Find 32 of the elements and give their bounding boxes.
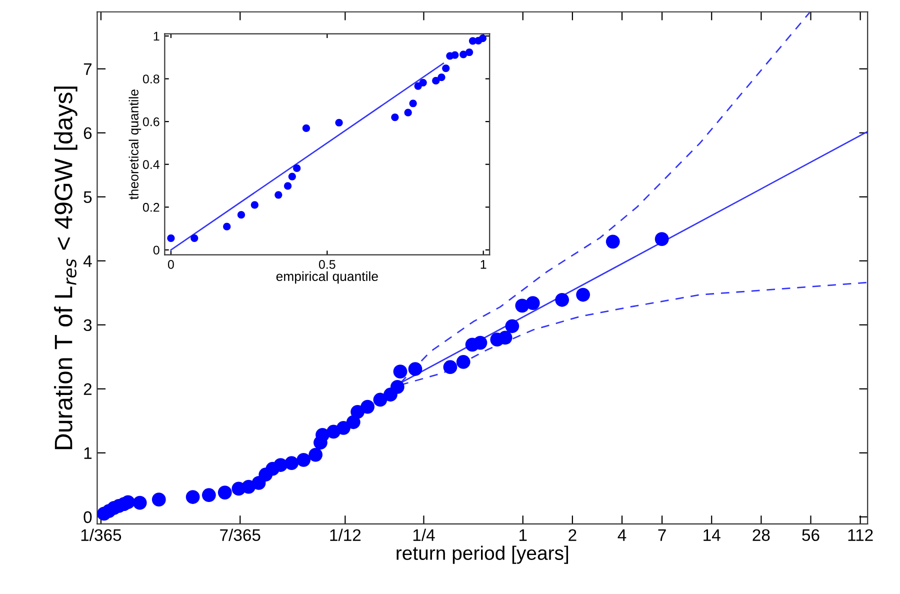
x-tick-label: 56 xyxy=(802,529,820,542)
x-tick-label: 112 xyxy=(848,529,873,541)
x-tick-label: 7/365 xyxy=(220,528,260,542)
y-tick-label: 6 xyxy=(84,127,92,140)
y-tick-label: 0.4 xyxy=(142,160,160,169)
x-tick-label: 1/365 xyxy=(81,528,122,542)
x-tick-label: 1/12 xyxy=(330,528,361,542)
x-tick-label: 0.5 xyxy=(318,260,336,269)
x-tick-label: 14 xyxy=(704,529,720,541)
y-tick-label: 0.6 xyxy=(142,117,160,126)
y-tick-label: 3 xyxy=(84,319,92,332)
y-tick-label: 2 xyxy=(84,383,92,395)
x-tick-label: 28 xyxy=(752,529,770,542)
x-tick-label: 1 xyxy=(480,260,486,269)
y-tick-label: 1 xyxy=(154,32,160,41)
x-tick-label: 0 xyxy=(168,260,174,269)
x-tick-label: 2 xyxy=(568,529,576,541)
x-tick-label: 1/4 xyxy=(413,528,435,542)
y-tick-label: 0 xyxy=(84,511,92,524)
y-axis-title: Duration T of L$_{res}$ < 49GW [days] xyxy=(54,86,78,450)
x-axis-title: empirical quantile xyxy=(276,271,378,284)
y-tick-label: 0 xyxy=(153,246,160,255)
y-tick-label: 0.2 xyxy=(142,202,160,212)
y-axis-title: theoretical quantile xyxy=(128,90,142,200)
y-tick-label: 0.8 xyxy=(142,74,160,84)
x-tick-label: 1 xyxy=(520,529,527,541)
x-axis-title: return period [years] xyxy=(396,546,568,564)
y-tick-label: 5 xyxy=(84,191,92,204)
y-tick-label: 7 xyxy=(84,63,92,75)
x-tick-label: 7 xyxy=(658,529,666,541)
y-tick-label: 1 xyxy=(84,447,92,459)
x-tick-label: 4 xyxy=(618,529,626,541)
